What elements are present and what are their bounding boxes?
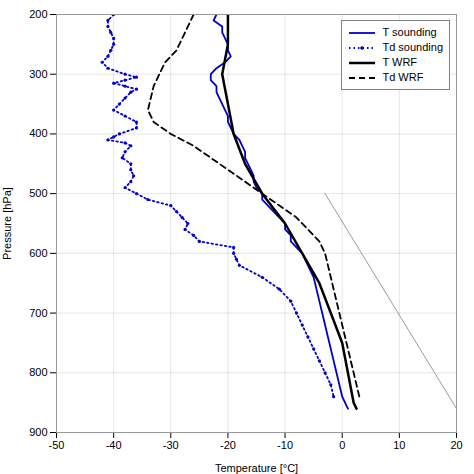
svg-text:400: 400 [29,127,47,139]
svg-text:Pressure [hPa]: Pressure [hPa] [1,187,13,260]
svg-text:Temperature [°C]: Temperature [°C] [215,462,298,474]
svg-text:300: 300 [29,68,47,80]
svg-text:800: 800 [29,366,47,378]
svg-text:-30: -30 [163,439,179,451]
svg-text:0: 0 [339,439,345,451]
svg-text:-40: -40 [106,439,122,451]
html-text:Td sounding: Td sounding [382,41,443,53]
svg-text:200: 200 [29,8,47,20]
html-text:Td WRF: Td WRF [382,71,424,83]
svg-text:10: 10 [393,439,405,451]
svg-text:20: 20 [450,439,462,451]
svg-text:700: 700 [29,307,47,319]
svg-text:-50: -50 [49,439,65,451]
svg-text:600: 600 [29,247,47,259]
html-text:T WRF: T WRF [382,56,418,68]
svg-text:-10: -10 [277,439,293,451]
svg-text:900: 900 [29,426,47,438]
svg-text:500: 500 [29,187,47,199]
svg-text:-20: -20 [220,439,236,451]
html-text:T sounding: T sounding [382,26,437,38]
